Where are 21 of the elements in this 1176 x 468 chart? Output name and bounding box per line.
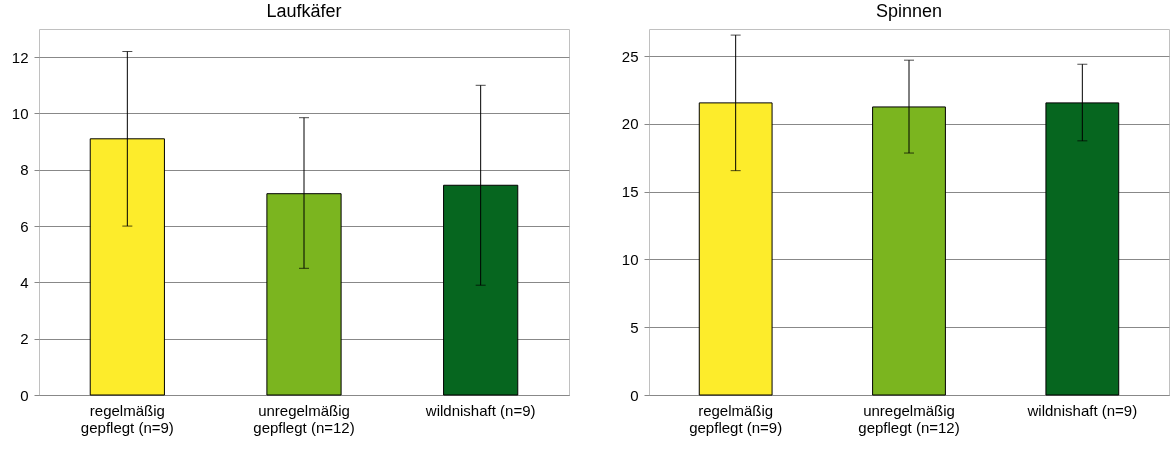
chart-title: Laufkäfer <box>266 1 342 21</box>
y-tick-label: 10 <box>621 250 639 268</box>
x-tick-label: regelmäßig gepflegt (n=9) <box>689 401 783 436</box>
y-tick-label: 0 <box>630 386 639 404</box>
y-tick-label: 12 <box>11 48 29 66</box>
y-tick-label: 6 <box>20 217 29 235</box>
x-tick-label: unregelmäßig gepflegt (n=12) <box>253 401 355 436</box>
y-tick-label: 8 <box>20 161 29 179</box>
y-tick-label: 4 <box>20 273 29 291</box>
x-tick-label: unregelmäßig gepflegt (n=12) <box>858 401 960 436</box>
y-tick-label: 10 <box>11 104 29 122</box>
y-tick-label: 0 <box>20 386 29 404</box>
y-tick-label: 20 <box>621 115 639 133</box>
x-tick-label: wildnishaft (n=9) <box>1026 401 1138 419</box>
chart-title: Spinnen <box>875 1 943 21</box>
y-tick-label: 15 <box>621 183 639 201</box>
y-tick-label: 2 <box>20 330 29 348</box>
y-tick-label: 25 <box>621 47 639 65</box>
x-tick-label: regelmäßig gepflegt (n=9) <box>80 401 174 436</box>
y-tick-label: 5 <box>630 318 639 336</box>
x-tick-label: wildnishaft (n=9) <box>424 401 536 419</box>
